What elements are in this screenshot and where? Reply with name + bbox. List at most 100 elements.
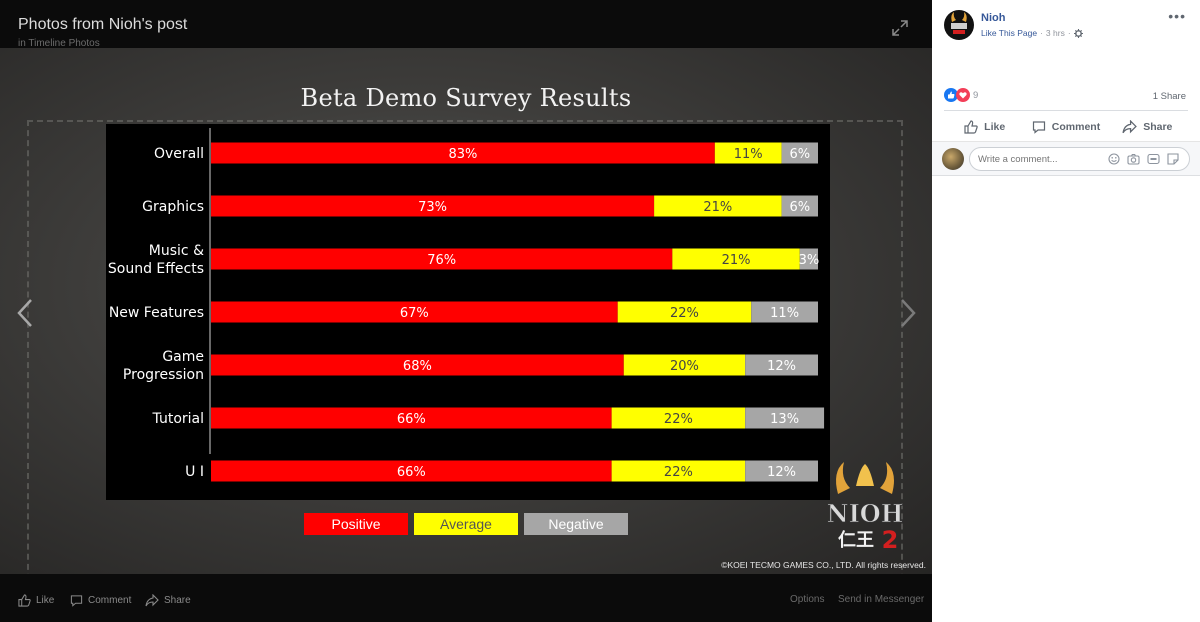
bar-positive <box>211 301 618 323</box>
photo[interactable]: Beta Demo Survey Results Overall 83% 11% 6%… <box>0 48 932 574</box>
bar-label-average: 22% <box>670 306 699 321</box>
viewer-comment-label: Comment <box>88 595 132 606</box>
divider <box>932 141 1200 142</box>
bar-label-positive: 73% <box>418 200 447 215</box>
love-reaction-icon <box>956 88 970 102</box>
user-avatar[interactable] <box>942 148 964 170</box>
copyright-text: ©KOEI TECMO GAMES CO., LTD. All rights r… <box>721 560 926 570</box>
post-meta: Like This Page · 3 hrs · <box>981 28 1083 38</box>
bar-average <box>714 142 782 164</box>
survey-chart: Overall 83% 11% 6% Graphics 73% 21% 6% Music & So… <box>108 128 825 482</box>
viewer-title: Photos from Nioh's post <box>18 16 188 33</box>
like-this-page-link[interactable]: Like This Page <box>981 28 1038 38</box>
bar-negative <box>781 142 818 164</box>
next-photo-icon[interactable] <box>898 298 918 328</box>
bar-positive <box>211 354 624 376</box>
share-label: Share <box>1143 121 1173 133</box>
bar-average <box>617 301 752 323</box>
category-label: New Features <box>109 305 204 321</box>
thumbs-up-icon <box>18 594 31 607</box>
bar-negative <box>745 407 825 429</box>
reactions-summary[interactable]: 9 <box>944 88 978 102</box>
bar-negative <box>799 248 818 270</box>
comment-composer <box>932 142 1200 176</box>
comment-label: Comment <box>1051 121 1101 133</box>
legend-positive: Positive <box>304 513 408 535</box>
photo-viewer: Photos from Nioh's post in Timeline Phot… <box>0 0 932 622</box>
logo-kanji: 仁王 <box>838 529 874 551</box>
send-in-messenger-button[interactable]: Send in Messenger <box>838 594 925 605</box>
bar-label-positive: 68% <box>403 359 432 374</box>
category-label-line: Graphics <box>142 199 204 215</box>
bar-label-average: 21% <box>722 253 751 268</box>
category-label: Overall <box>154 146 204 162</box>
bar-negative <box>751 301 818 323</box>
gif-icon[interactable] <box>1147 153 1160 165</box>
viewer-comment-button[interactable]: Comment <box>70 594 131 607</box>
bar-positive <box>211 248 673 270</box>
category-label: Tutorial <box>152 411 204 427</box>
viewer-share-button[interactable]: Share <box>145 594 191 607</box>
bar-label-negative: 3% <box>799 253 820 268</box>
thumbs-up-icon <box>964 120 978 134</box>
emoji-icon[interactable] <box>1108 153 1120 165</box>
like-label: Like <box>984 121 1006 133</box>
comment-icon <box>70 595 83 607</box>
bar-label-average: 11% <box>734 147 763 162</box>
like-reaction-icon <box>944 88 958 102</box>
page-avatar[interactable] <box>944 10 974 40</box>
bar-label-average: 22% <box>664 412 693 427</box>
sticker-icon[interactable] <box>1167 153 1179 165</box>
bar-label-positive: 66% <box>397 412 426 427</box>
category-label-line: New Features <box>109 305 204 321</box>
bar-label-negative: 6% <box>789 147 810 162</box>
meta-separator: · <box>1067 28 1071 38</box>
post-sidebar: Nioh Like This Page · 3 hrs · ••• 9 1 Sh… <box>932 0 1200 622</box>
bar-average <box>672 248 800 270</box>
category-label-line: Progression <box>123 367 204 383</box>
more-options-icon[interactable]: ••• <box>1168 8 1186 24</box>
bar-negative <box>745 354 818 376</box>
bar-label-negative: 13% <box>770 412 799 427</box>
page-name-link[interactable]: Nioh <box>981 12 1006 24</box>
previous-photo-icon[interactable] <box>15 298 35 328</box>
photo-frame <box>27 120 903 574</box>
category-label: Game Progression <box>123 349 204 383</box>
category-label: Graphics <box>142 199 204 215</box>
audience-gear-icon[interactable] <box>1073 28 1083 38</box>
options-button[interactable]: Options <box>790 594 825 605</box>
category-label-line: U I <box>185 464 204 480</box>
bar-negative <box>745 460 818 482</box>
bar-label-positive: 66% <box>397 465 426 480</box>
nioh-2-logo: NIOH 仁王 2 <box>826 462 904 554</box>
bar-label-negative: 11% <box>770 306 799 321</box>
camera-icon[interactable] <box>1127 153 1140 165</box>
viewer-action-bar: Like Comment Share Options Send in Messe… <box>0 574 932 622</box>
comment-button[interactable]: Comment <box>1025 116 1106 138</box>
bar-label-negative: 12% <box>767 359 796 374</box>
bar-negative <box>781 195 818 217</box>
album-link[interactable]: in Timeline Photos <box>18 38 100 49</box>
bar-average <box>611 460 746 482</box>
expand-icon[interactable] <box>891 19 909 37</box>
share-count[interactable]: 1 Share <box>1152 91 1186 102</box>
logo-number: 2 <box>882 526 899 554</box>
bar-label-negative: 12% <box>767 465 796 480</box>
viewer-like-button[interactable]: Like <box>18 594 54 607</box>
like-button[interactable]: Like <box>944 116 1025 138</box>
logo-text: NIOH <box>827 499 904 528</box>
category-label: Music & Sound Effects <box>108 243 204 277</box>
share-button[interactable]: Share <box>1107 116 1188 138</box>
viewer-share-label: Share <box>164 595 191 606</box>
share-icon <box>145 594 159 607</box>
category-label-line: Tutorial <box>152 411 204 427</box>
viewer-like-label: Like <box>36 595 55 606</box>
bar-label-average: 22% <box>664 465 693 480</box>
comment-icon <box>1032 121 1045 134</box>
bar-positive <box>211 460 612 482</box>
bar-label-positive: 67% <box>400 306 429 321</box>
nioh-avatar-icon <box>951 12 967 34</box>
post-time[interactable]: 3 hrs <box>1045 28 1065 38</box>
bar-label-positive: 76% <box>427 253 456 268</box>
